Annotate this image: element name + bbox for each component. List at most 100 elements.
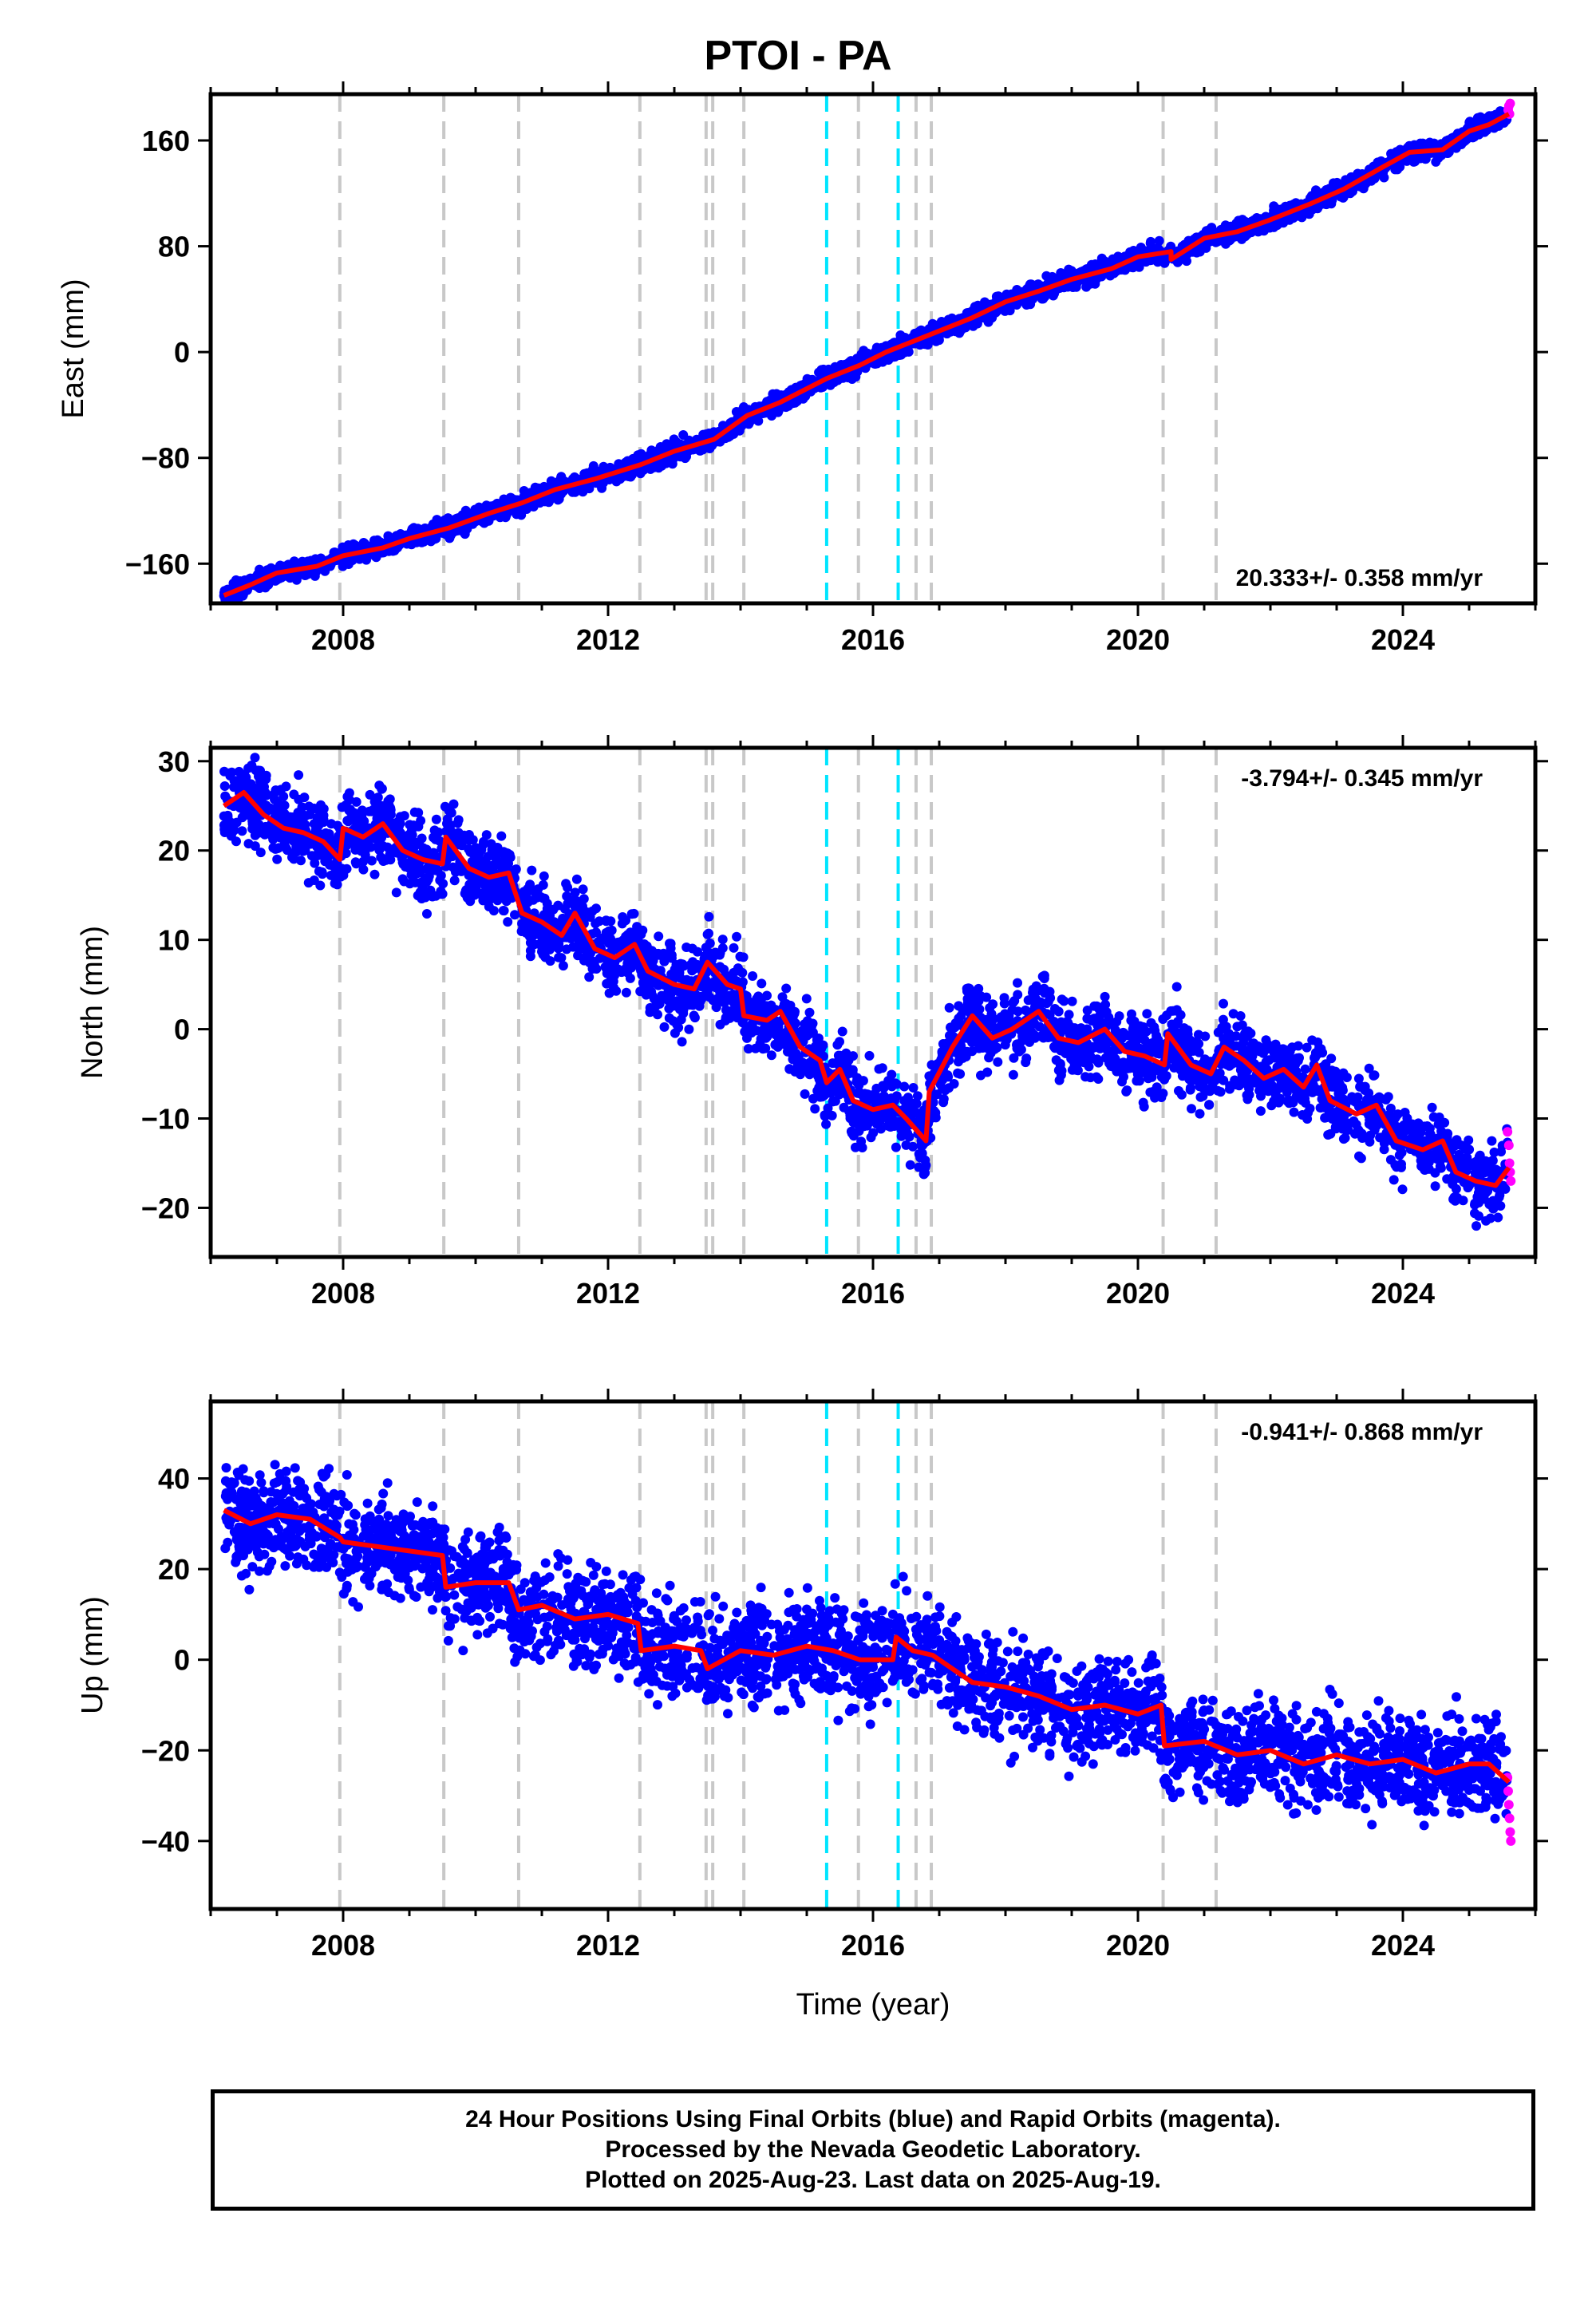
chart-title: PTOI - PA bbox=[704, 33, 892, 79]
data-point bbox=[255, 848, 266, 858]
data-point bbox=[310, 554, 321, 564]
data-point bbox=[729, 943, 739, 953]
x-tick-label: 2016 bbox=[841, 623, 905, 656]
data-point bbox=[304, 801, 314, 812]
data-point bbox=[1232, 221, 1242, 231]
data-point bbox=[395, 529, 405, 539]
data-point bbox=[994, 292, 1005, 302]
data-point bbox=[1255, 1106, 1266, 1117]
data-point bbox=[970, 302, 980, 312]
data-point bbox=[837, 1026, 847, 1037]
x-tick-label: 2024 bbox=[1371, 623, 1435, 656]
data-point bbox=[1278, 218, 1289, 228]
data-point bbox=[1064, 1010, 1074, 1020]
data-point bbox=[654, 463, 664, 473]
data-point bbox=[983, 317, 994, 327]
data-point bbox=[781, 983, 792, 994]
data-point bbox=[429, 534, 440, 544]
data-point bbox=[315, 880, 326, 891]
data-point bbox=[416, 816, 426, 826]
data-point bbox=[748, 971, 758, 981]
data-point bbox=[556, 472, 567, 482]
data-point bbox=[598, 461, 609, 472]
data-point bbox=[757, 978, 767, 989]
data-point bbox=[1171, 982, 1182, 992]
data-point bbox=[310, 858, 320, 868]
data-point bbox=[1364, 1063, 1374, 1073]
data-point bbox=[1288, 213, 1298, 223]
data-point bbox=[622, 456, 633, 466]
data-point bbox=[1141, 257, 1151, 267]
data-point bbox=[1009, 996, 1020, 1006]
y-tick-label: 0 bbox=[174, 336, 190, 369]
data-point bbox=[1013, 978, 1022, 988]
data-point bbox=[1194, 1047, 1204, 1057]
data-point bbox=[1476, 112, 1486, 122]
data-point bbox=[273, 574, 283, 584]
data-point bbox=[358, 538, 369, 547]
data-point bbox=[915, 1152, 926, 1163]
data-point bbox=[525, 946, 535, 956]
data-point bbox=[1142, 1009, 1152, 1019]
data-point bbox=[1235, 1011, 1246, 1021]
data-point bbox=[237, 826, 247, 836]
data-point bbox=[294, 770, 304, 781]
data-point bbox=[666, 986, 677, 997]
data-point bbox=[689, 1013, 700, 1023]
data-point bbox=[908, 1083, 918, 1093]
data-point bbox=[1219, 998, 1228, 1009]
data-point bbox=[350, 857, 361, 868]
data-point bbox=[1232, 1022, 1242, 1032]
data-point bbox=[721, 1005, 731, 1015]
data-point bbox=[1118, 1057, 1128, 1068]
data-point bbox=[698, 429, 709, 440]
data-point bbox=[231, 836, 241, 847]
data-point bbox=[238, 591, 248, 601]
data-point bbox=[442, 819, 452, 828]
data-point bbox=[521, 504, 531, 514]
data-point bbox=[1326, 199, 1337, 209]
data-point bbox=[279, 800, 290, 811]
data-point bbox=[1228, 1009, 1238, 1019]
data-point bbox=[539, 871, 549, 881]
data-point bbox=[678, 430, 689, 440]
final-orbit-points bbox=[219, 753, 1513, 1231]
data-point bbox=[294, 794, 304, 804]
data-point bbox=[766, 1050, 776, 1061]
data-point bbox=[704, 911, 714, 922]
data-point bbox=[1085, 1073, 1096, 1083]
data-point bbox=[864, 1050, 875, 1061]
data-point bbox=[1215, 1068, 1225, 1078]
data-point bbox=[1487, 1136, 1497, 1146]
data-point bbox=[882, 353, 892, 363]
data-point bbox=[732, 931, 742, 942]
data-point bbox=[870, 359, 880, 369]
rapid-data-point bbox=[1505, 98, 1515, 109]
data-point bbox=[445, 530, 456, 540]
data-point bbox=[737, 405, 748, 415]
data-point bbox=[422, 909, 432, 919]
data-point bbox=[1427, 1102, 1437, 1113]
data-point bbox=[1066, 266, 1077, 276]
data-point bbox=[365, 789, 375, 800]
data-point bbox=[912, 1091, 922, 1101]
data-point bbox=[1418, 140, 1428, 151]
event-lines bbox=[338, 748, 1218, 1257]
data-point bbox=[800, 1089, 810, 1099]
data-point bbox=[1098, 257, 1108, 267]
data-point bbox=[457, 510, 468, 520]
data-point bbox=[1154, 235, 1164, 246]
data-point bbox=[303, 878, 314, 888]
data-point bbox=[625, 973, 635, 983]
y-tick-label: 80 bbox=[158, 231, 190, 263]
tick-marks bbox=[198, 81, 1548, 616]
data-point bbox=[816, 365, 827, 375]
data-point bbox=[926, 1060, 937, 1070]
data-point bbox=[729, 429, 739, 439]
y-tick-label: −160 bbox=[125, 547, 190, 580]
data-point bbox=[250, 753, 260, 763]
velocity-label: 20.333+/- 0.358 mm/yr bbox=[1236, 565, 1483, 591]
x-tick-label: 2008 bbox=[311, 623, 375, 656]
